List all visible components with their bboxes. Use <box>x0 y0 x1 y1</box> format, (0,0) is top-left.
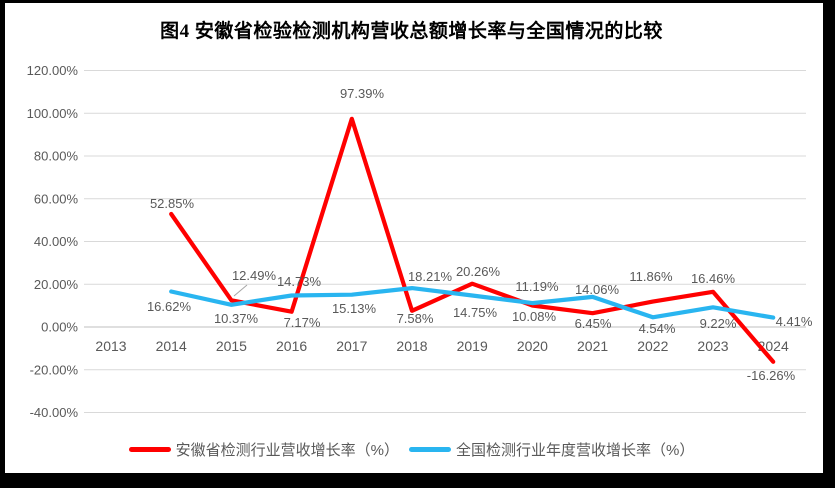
y-tick-label: 0.00% <box>41 320 78 335</box>
data-label: 10.37% <box>214 311 259 326</box>
chart-title: 图4 安徽省检验检测机构营收总额增长率与全国情况的比较 <box>160 21 663 42</box>
x-tick-label: 2019 <box>457 338 488 354</box>
data-label: 16.46% <box>691 271 736 286</box>
x-tick-label: 2020 <box>517 338 548 354</box>
data-label: 16.62% <box>147 299 192 314</box>
series-line-anhui <box>169 116 776 364</box>
y-tick-label: -40.00% <box>30 405 79 420</box>
data-label: 7.58% <box>397 311 434 326</box>
data-label: 12.49% <box>232 268 277 283</box>
data-label: 4.54% <box>639 321 676 336</box>
x-tick-label: 2018 <box>396 338 427 354</box>
legend-item-anhui: 安徽省检测行业营收增长率（%） <box>128 439 399 460</box>
y-tick-label: 100.00% <box>27 106 79 121</box>
y-tick-label: 80.00% <box>34 149 79 164</box>
y-tick-label: 20.00% <box>34 277 79 292</box>
legend-item-national: 全国检测行业年度营收增长率（%） <box>409 439 694 460</box>
data-label: -16.26% <box>747 368 796 383</box>
data-label: 97.39% <box>340 86 385 101</box>
y-tick-label: 60.00% <box>34 191 79 206</box>
y-tick-label: 40.00% <box>34 234 79 249</box>
data-label: 20.26% <box>456 264 501 279</box>
data-label: 52.85% <box>150 196 195 211</box>
data-label: 18.21% <box>408 269 453 284</box>
x-tick-label: 2016 <box>276 338 307 354</box>
legend-label-anhui: 安徽省检测行业营收增长率（%） <box>175 442 399 459</box>
data-label: 11.19% <box>515 279 559 294</box>
chart-canvas <box>5 3 823 473</box>
legend-swatch-red-line <box>128 447 171 452</box>
data-label: 6.45% <box>575 316 612 331</box>
data-label: 11.86% <box>629 269 673 284</box>
data-label-leader-line <box>233 284 248 297</box>
x-tick-label: 2017 <box>336 338 367 354</box>
data-label: 14.75% <box>453 305 498 320</box>
data-label: 14.73% <box>277 274 322 289</box>
x-tick-label: 2023 <box>697 338 728 354</box>
x-tick-label: 2021 <box>577 338 608 354</box>
data-label: 15.13% <box>332 301 377 316</box>
legend-swatch-blue-line <box>409 447 451 452</box>
y-tick-label: 120.00% <box>27 63 79 78</box>
y-tick-label: -20.00% <box>30 362 79 377</box>
x-tick-label: 2014 <box>156 338 187 354</box>
data-label: 9.22% <box>700 316 737 331</box>
series-line-national <box>169 286 776 320</box>
data-label: 10.08% <box>512 309 557 324</box>
x-tick-label: 2022 <box>637 338 668 354</box>
x-tick-label: 2013 <box>95 338 126 354</box>
x-tick-label: 2015 <box>216 338 247 354</box>
legend-label-national: 全国检测行业年度营收增长率（%） <box>456 442 695 459</box>
data-label: 7.17% <box>284 315 321 330</box>
data-label: 4.41% <box>776 314 813 329</box>
chart-legend: 安徽省检测行业营收增长率（%） 全国检测行业年度营收增长率（%） <box>0 439 823 460</box>
data-label: 14.06% <box>575 282 620 297</box>
